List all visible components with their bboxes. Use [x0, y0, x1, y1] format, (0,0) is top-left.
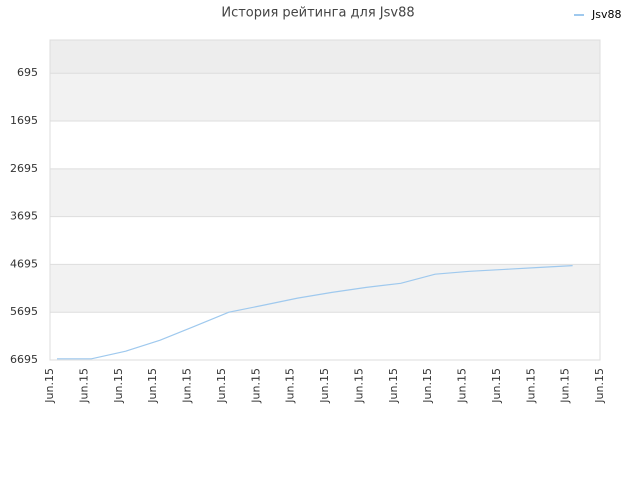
x-tick-label: Jun.15: [146, 368, 159, 404]
y-tick-label: 6695: [10, 353, 38, 366]
x-tick-label: Jun.15: [593, 368, 606, 404]
chart-title: История рейтинга для Jsv88: [221, 6, 414, 21]
x-tick-label: Jun.15: [181, 368, 194, 404]
x-tick-label: Jun.15: [112, 368, 125, 404]
x-tick-label: Jun.15: [77, 368, 90, 404]
x-tick-label: Jun.15: [559, 368, 572, 404]
plot-band: [50, 73, 600, 122]
plot-band: [50, 312, 600, 360]
plot-band: [50, 216, 600, 265]
plot-band: [50, 264, 600, 313]
x-tick-label: Jun.15: [215, 368, 228, 404]
plot-border: [49, 39, 601, 361]
y-tick-label: 1695: [10, 114, 38, 127]
y-tick-label: 5695: [10, 305, 38, 318]
plot-band: [50, 121, 600, 169]
series-line: [57, 265, 573, 360]
x-tick-label: Jun.15: [490, 368, 503, 404]
y-tick-label: 695: [17, 66, 38, 79]
x-tick-label: Jun.15: [43, 368, 56, 404]
plot-band: [50, 168, 600, 217]
y-tick-label: 3695: [10, 210, 38, 223]
y-tick-label: 4695: [10, 257, 38, 270]
x-tick-label: Jun.15: [524, 368, 537, 404]
x-tick-label: Jun.15: [284, 368, 297, 404]
x-tick-label: Jun.15: [456, 368, 469, 404]
x-tick-label: Jun.15: [387, 368, 400, 404]
x-tick-label: Jun.15: [249, 368, 262, 404]
y-tick-label: 2695: [10, 162, 38, 175]
x-tick-label: Jun.15: [318, 368, 331, 404]
x-tick-label: Jun.15: [421, 368, 434, 404]
plot-band: [50, 40, 600, 74]
legend-label: Jsv88: [591, 8, 621, 21]
x-tick-label: Jun.15: [352, 368, 365, 404]
